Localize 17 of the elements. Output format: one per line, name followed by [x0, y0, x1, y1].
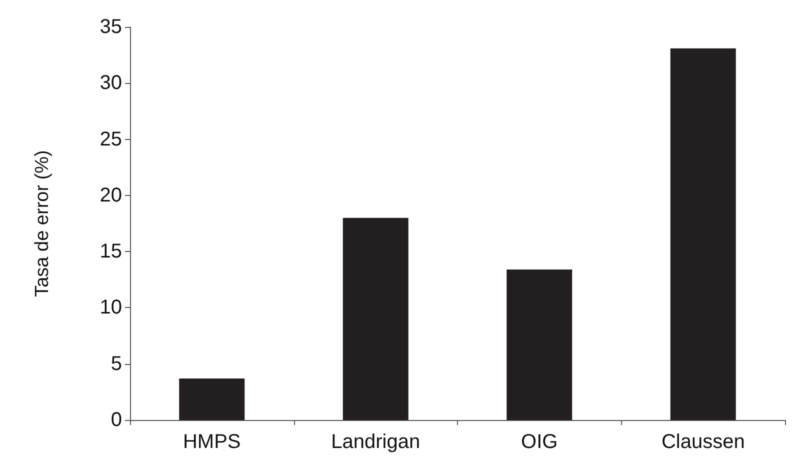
x-tick-label: Claussen — [661, 431, 745, 453]
bar — [179, 378, 245, 420]
bar — [506, 270, 572, 420]
y-axis-title: Tasa de error (%) — [32, 150, 53, 297]
y-tick-label: 25 — [100, 128, 122, 150]
y-tick-label: 10 — [100, 296, 122, 319]
x-tick-label: OIG — [521, 431, 558, 453]
x-tick-label: HMPS — [182, 431, 241, 453]
y-tick-label: 5 — [110, 352, 122, 375]
y-tick-label: 0 — [110, 409, 122, 431]
bar — [670, 48, 736, 420]
x-tick-label: Landrigan — [331, 431, 420, 453]
y-tick-label: 15 — [100, 240, 122, 263]
y-tick-label: 30 — [100, 72, 122, 94]
bar — [342, 218, 408, 420]
y-tick-label: 35 — [100, 16, 122, 38]
y-tick-label: 20 — [100, 184, 122, 206]
